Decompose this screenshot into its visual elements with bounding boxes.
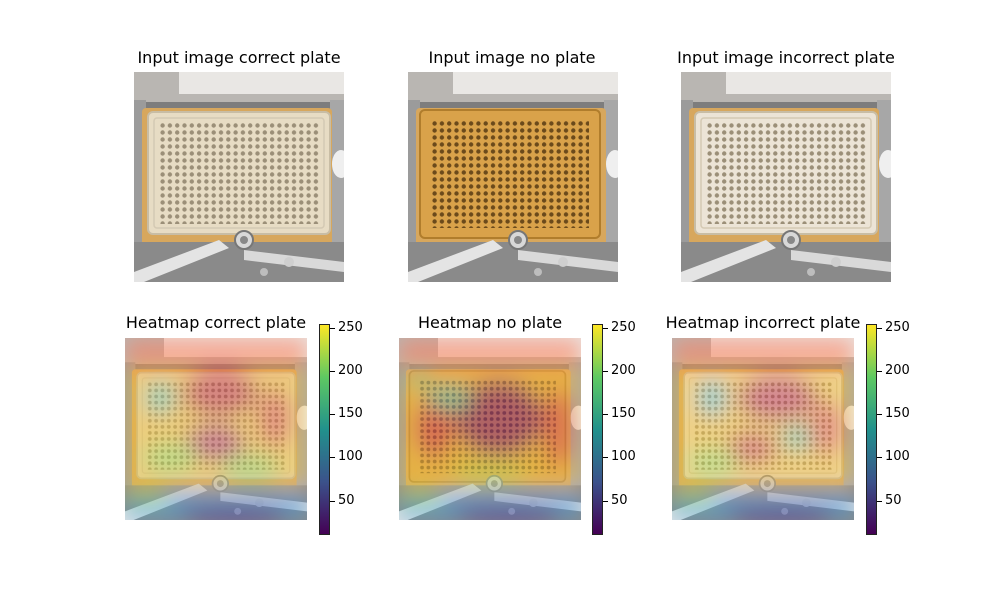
heatmap-image-correct [125, 338, 307, 520]
colorbar-tick-label: 100 [885, 449, 910, 464]
colorbar-tick [603, 414, 608, 415]
input-title-correct: Input image correct plate [137, 48, 341, 67]
input-image-no-plate [408, 72, 618, 282]
colorbar-tick-label: 150 [885, 406, 910, 421]
colorbar-gradient [866, 324, 877, 535]
input-image-incorrect [681, 72, 891, 282]
colorbar-tick [877, 501, 882, 502]
colorbar-tick [330, 371, 335, 372]
colorbar-tick [877, 457, 882, 458]
colorbar-tick-label: 100 [338, 449, 363, 464]
colorbar-tick [603, 328, 608, 329]
colorbar-tick [877, 328, 882, 329]
colorbar-tick-label: 50 [611, 493, 628, 508]
colorbar-tick-label: 200 [338, 363, 363, 378]
colorbar-tick-label: 150 [338, 406, 363, 421]
colorbar-tick-label: 100 [611, 449, 636, 464]
colorbar-tick-label: 250 [611, 320, 636, 335]
colorbar-tick-label: 50 [885, 493, 902, 508]
colorbar-tick [877, 371, 882, 372]
input-image-correct [134, 72, 344, 282]
input-title-no-plate: Input image no plate [428, 48, 596, 67]
colorbar-tick [330, 414, 335, 415]
colorbar-tick-label: 200 [611, 363, 636, 378]
colorbar-tick-label: 200 [885, 363, 910, 378]
colorbar-tick-label: 150 [611, 406, 636, 421]
input-title-incorrect: Input image incorrect plate [677, 48, 895, 67]
colorbar-gradient [319, 324, 330, 535]
colorbar-tick-label: 250 [338, 320, 363, 335]
colorbar-tick [603, 457, 608, 458]
colorbar-tick [603, 371, 608, 372]
heatmap-image-no-plate [399, 338, 581, 520]
heatmap-title-correct: Heatmap correct plate [125, 313, 307, 332]
colorbar-tick [877, 414, 882, 415]
colorbar-tick [603, 501, 608, 502]
colorbar-tick [330, 328, 335, 329]
heatmap-image-incorrect [672, 338, 854, 520]
colorbar-tick [330, 501, 335, 502]
colorbar-gradient [592, 324, 603, 535]
heatmap-title-incorrect: Heatmap incorrect plate [665, 313, 861, 332]
heatmap-title-no-plate: Heatmap no plate [417, 313, 563, 332]
colorbar-tick-label: 50 [338, 493, 355, 508]
colorbar-tick-label: 250 [885, 320, 910, 335]
colorbar-tick [330, 457, 335, 458]
